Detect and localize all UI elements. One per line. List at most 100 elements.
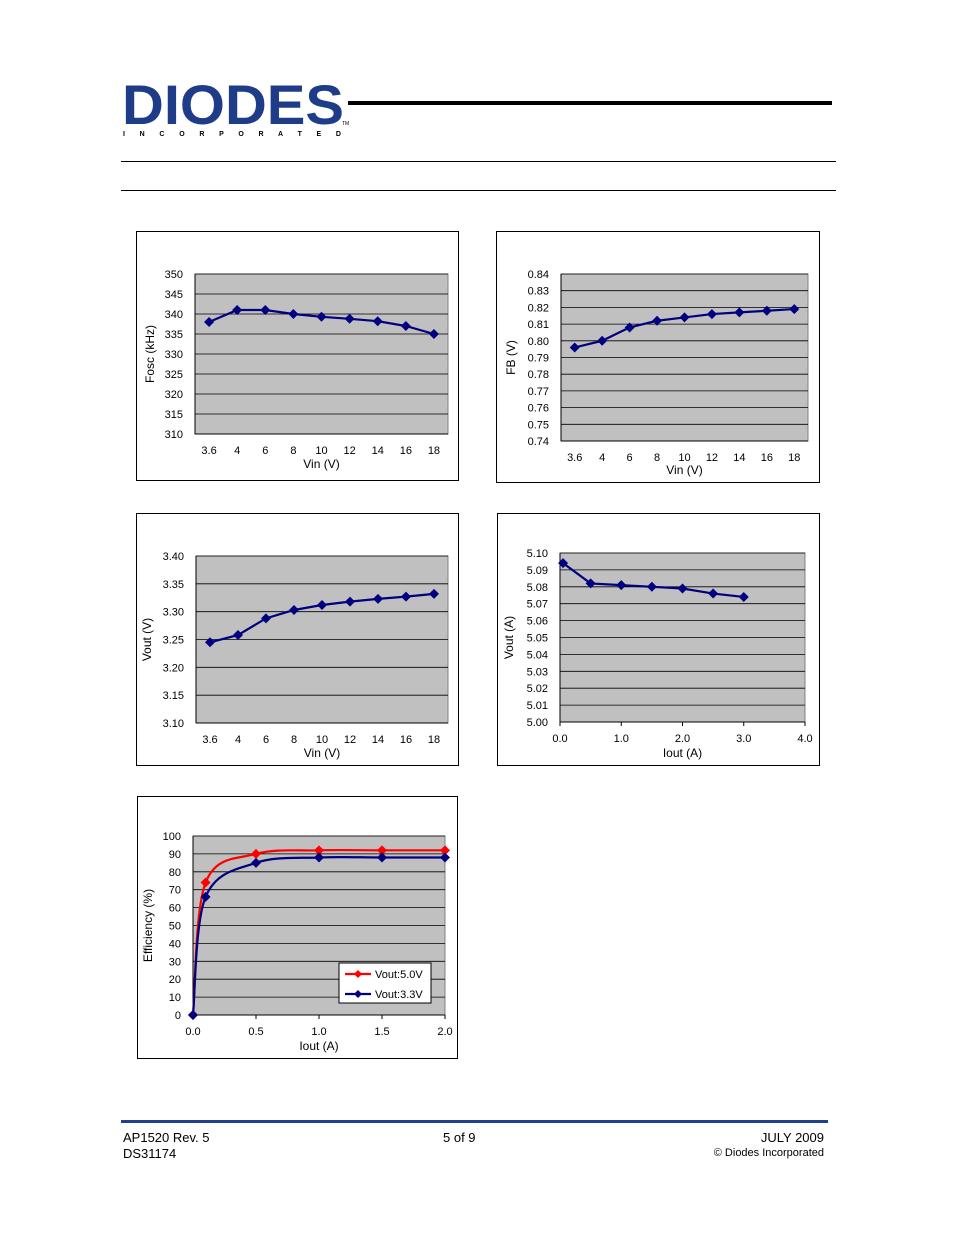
data-point [597,335,608,346]
y-tick-label: 0 [175,1010,181,1022]
data-point [204,317,215,327]
data-point [316,311,327,322]
x-tick-label: 1.0 [614,733,629,745]
data-point [677,583,688,594]
x-tick-label: 16 [400,445,412,457]
y-tick-label: 5.10 [527,548,548,560]
chart-fb-vs-vin: 0.74 0.75 0.76 0.77 0.78 0.79 0.80 0.81 0.82 0.83… [496,231,820,483]
data-point [188,1010,198,1020]
data-point [314,845,324,856]
x-axis-title: Vin (V) [303,457,339,471]
x-axis-title: Vin (V) [666,463,702,477]
chart-efficiency-vs-iout: 0 10 20 30 40 50 60 70 80 90 100 0.0 0.5 1.0 1.5 2.0 Iou… [137,796,458,1059]
y-tick-label: 100 [163,831,181,843]
y-tick-label: 5.07 [527,599,548,611]
x-tick-label: 10 [316,734,328,746]
title-rule-bottom [121,190,836,191]
y-tick-label: 5.08 [527,582,548,594]
y-axis-title: Vout (A) [502,616,516,659]
footer-page-number: 5 of 9 [443,1130,476,1145]
y-tick-label: 335 [165,329,183,341]
legend-swatch-marker [354,990,362,998]
y-tick-label: 80 [169,867,181,879]
data-point [288,309,299,319]
data-point [429,588,439,599]
y-tick-label: 345 [165,289,183,301]
legend-box [338,962,432,1004]
footer-copyright: © Diodes Incorporated [713,1147,824,1159]
y-tick-label: 5.05 [527,633,548,645]
data-point [400,321,411,331]
legend-swatch-marker [354,970,362,978]
x-tick-label: 14 [733,452,745,464]
data-point [646,581,657,592]
y-tick-label: 320 [165,389,183,401]
y-tick-label: 5.03 [527,666,548,678]
x-tick-label: 2.0 [675,733,690,745]
data-point [558,558,569,569]
logo-trademark: TM [342,121,349,127]
y-tick-label: 50 [169,921,181,933]
x-tick-label: 4.0 [797,733,812,745]
data-point [345,596,355,607]
y-tick-label: 5.01 [527,700,548,712]
x-tick-label: 4 [599,452,605,464]
x-tick-label: 10 [315,445,327,457]
data-point [585,578,596,589]
x-tick-label: 16 [400,734,412,746]
y-tick-label: 0.77 [528,386,549,398]
footer-ds-number: DS31174 [123,1146,177,1161]
logo-subtitle: I N C O R P O R A T E D [123,131,341,138]
y-tick-label: 325 [165,369,183,381]
data-point [289,604,299,615]
data-point [440,845,450,856]
data-point [205,637,215,648]
chart-vout50-vs-iout: 5.00 5.01 5.02 5.03 5.04 5.05 5.06 5.07 5.08 5.09… [497,513,820,766]
data-point [708,588,719,599]
y-tick-label: 5.09 [527,565,548,577]
y-tick-label: 90 [169,849,181,861]
x-tick-label: 0.0 [552,733,567,745]
x-tick-label: 18 [788,452,800,464]
y-tick-label: 30 [169,956,181,968]
y-tick-label: 350 [165,269,183,281]
title-rule-top [121,161,836,162]
data-point [344,313,355,324]
y-tick-label: 5.00 [527,717,548,729]
x-tick-label: 8 [291,734,297,746]
y-tick-label: 0.78 [528,369,549,381]
y-tick-label: 0.76 [528,403,549,415]
y-tick-label: 0.79 [528,353,549,365]
x-axis-title: Iout (A) [299,1039,338,1053]
legend-label: Vout:3.3V [375,989,423,1001]
logo-wordmark: DIODES [122,80,344,136]
x-tick-label: 6 [263,734,269,746]
data-point [679,312,690,323]
data-point [233,630,243,641]
data-point [624,322,635,333]
x-tick-label: 3.6 [201,445,216,457]
x-axis-title: Vin (V) [304,746,340,760]
x-tick-label: 0.5 [248,1026,263,1038]
x-tick-label: 14 [372,445,384,457]
y-tick-label: 0.82 [528,302,549,314]
y-tick-label: 340 [165,309,183,321]
data-point [373,593,383,604]
footer-rule [121,1120,828,1123]
data-point [738,591,749,602]
x-tick-label: 18 [428,445,440,457]
y-tick-label: 0.83 [528,286,549,298]
x-tick-label: 4 [234,445,240,457]
data-point [251,857,261,868]
x-tick-label: 3.6 [567,452,582,464]
data-point [440,852,450,863]
data-point [251,848,261,859]
x-tick-label: 1.5 [374,1026,389,1038]
data-point [317,599,327,610]
y-tick-label: 40 [169,938,181,950]
y-tick-label: 3.40 [163,551,184,563]
data-point [616,580,627,591]
x-tick-label: 3.6 [202,734,217,746]
data-point [377,852,387,863]
x-tick-label: 12 [343,445,355,457]
